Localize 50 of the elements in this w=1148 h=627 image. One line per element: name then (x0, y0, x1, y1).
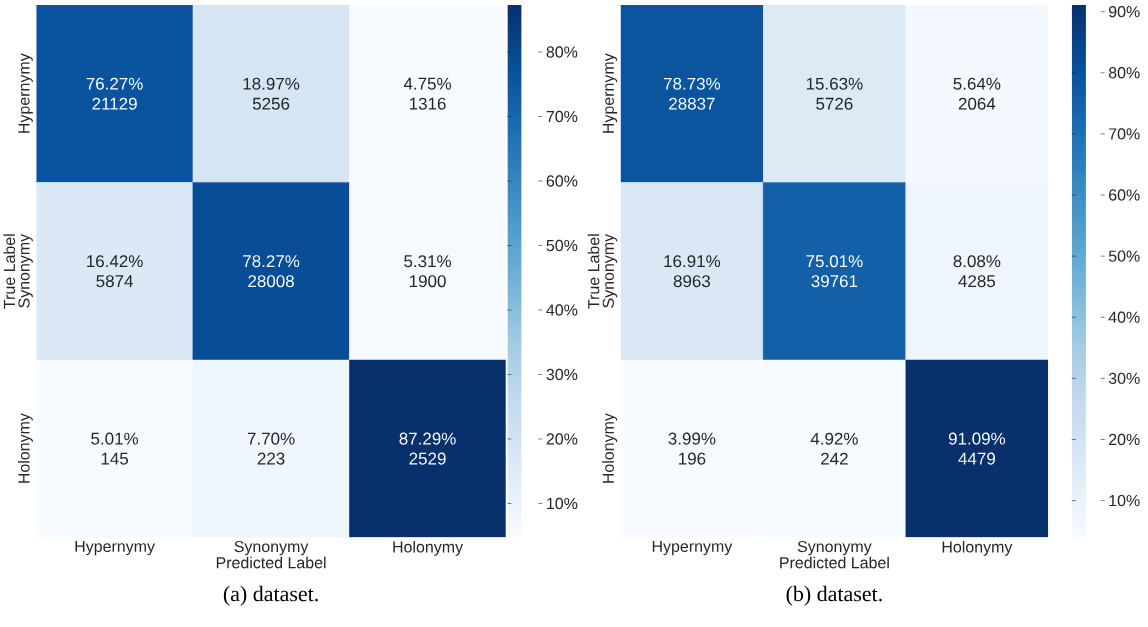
x-tick-label: Synonymy (797, 540, 872, 556)
text: (b) dataset. (786, 585, 882, 606)
color-bar-label: 40% (1108, 311, 1140, 323)
y-axis-title: True Label (587, 234, 600, 309)
color-bar-label: 60% (546, 175, 578, 187)
data-label: 78.27% 28008 (243, 255, 300, 288)
data-label: 16.91% 8963 (664, 255, 721, 288)
x-axis-title: Predicted Label (780, 556, 889, 569)
y-axis-title: True Label (3, 234, 16, 309)
color-bar-label: 80% (1108, 67, 1140, 79)
y-tick-label: Holonymy (602, 413, 618, 483)
color-bar-label: 70% (546, 110, 578, 123)
data-label: 75.01% 39761 (806, 255, 863, 288)
data-label: 4.75% 1316 (403, 77, 452, 110)
data-label: 5.64% 2064 (953, 77, 1001, 110)
y-tick-label: Synonymy (18, 233, 33, 308)
color-bar-label: 70% (1109, 128, 1140, 140)
y-tick-label: Holonymy (17, 413, 33, 483)
data-label: 15.63% 5726 (806, 77, 863, 110)
y-tick-label: Synonymy (602, 233, 618, 308)
x-axis-title: Predicted Label (216, 556, 326, 569)
x-tick-label: Holonymy (393, 540, 464, 556)
color-bar-label: 30% (1108, 372, 1140, 384)
data-label: 4.92% 242 (810, 432, 858, 465)
x-tick-label: Holonymy (942, 540, 1013, 556)
data-label: 87.29% 2529 (399, 432, 456, 465)
color-bar-label: 50% (1108, 250, 1140, 262)
data-label: 7.70% 223 (247, 432, 295, 465)
data-label: 16.42% 5874 (87, 255, 143, 288)
text: (a) dataset. (223, 585, 318, 606)
x-tick-label: Hypernymy (75, 540, 155, 556)
color-bar-label: 10% (547, 497, 578, 510)
color-bar-label: 90% (1108, 5, 1140, 18)
data-label: 8.08% 4285 (953, 255, 1001, 288)
color-bar-label: 80% (546, 46, 578, 58)
color-bar-label: 10% (1109, 494, 1140, 507)
data-label: 5.01% 145 (91, 432, 139, 465)
data-label: 5.31% 1900 (404, 255, 452, 288)
x-tick-label: Synonymy (234, 540, 309, 556)
color-bar-label: 50% (546, 239, 578, 252)
color-bar-label: 60% (1109, 189, 1140, 201)
color-bar-label: 20% (1109, 433, 1140, 446)
color-bar-label: 30% (546, 368, 578, 381)
y-tick-label: Hypernymy (602, 53, 618, 133)
y-tick-label: Hypernymy (18, 53, 33, 133)
x-tick-label: Hypernymy (652, 540, 733, 556)
color-bar-label: 20% (546, 433, 578, 445)
data-label: 3.99% 196 (668, 432, 716, 465)
data-label: 91.09% 4479 (948, 432, 1006, 465)
color-bar-label: 40% (546, 304, 578, 316)
